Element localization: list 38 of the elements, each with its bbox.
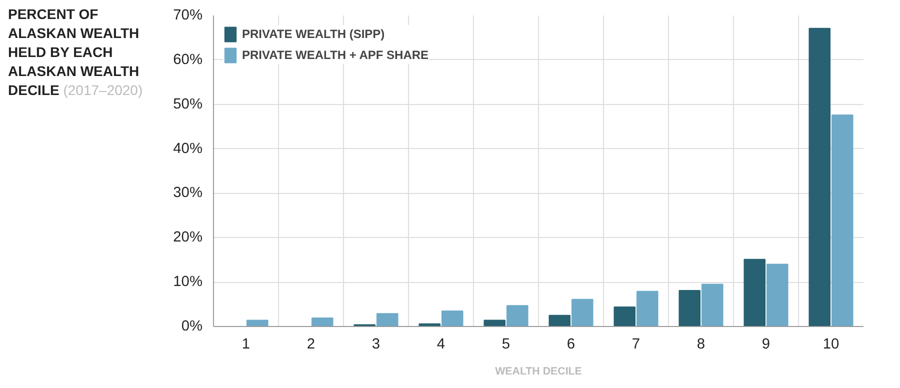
y-tick-label: 60%	[173, 52, 203, 68]
x-tick-label: 7	[632, 336, 640, 352]
text: (2017–2020)	[63, 82, 143, 98]
x-axis-title: WEALTH DECILE	[495, 366, 582, 378]
x-tick-label: 8	[696, 336, 706, 352]
x-tick-label: 4	[436, 336, 446, 352]
bar	[376, 313, 398, 326]
x-tick-label: 1	[242, 336, 250, 352]
x-tick-label: 9	[762, 336, 770, 352]
bar	[246, 320, 268, 326]
y-tick-label: 70%	[173, 8, 203, 24]
x-tick-label: 5	[502, 336, 510, 352]
y-tick-label: 30%	[173, 185, 203, 202]
bar	[506, 305, 528, 326]
y-tick-label: 50%	[173, 96, 203, 112]
bar	[678, 290, 701, 326]
bar	[636, 290, 658, 326]
x-tick-label: 10	[822, 336, 840, 352]
bar	[311, 318, 334, 326]
x-tick-label: 6	[566, 336, 576, 352]
y-tick-label: 0%	[181, 318, 203, 334]
legend-label: PRIVATE WEALTH + APF SHARE	[242, 48, 429, 62]
bar	[808, 28, 831, 326]
y-tick-label: 20%	[173, 230, 203, 246]
bar	[614, 306, 636, 326]
bar	[571, 298, 594, 326]
y-tick-label: 40%	[173, 140, 203, 157]
bar	[701, 284, 724, 326]
bar	[441, 310, 464, 326]
bar	[831, 114, 854, 326]
x-tick-label: 3	[372, 336, 380, 352]
y-tick-label: 10%	[173, 274, 203, 290]
bar	[548, 314, 571, 326]
bar	[484, 320, 506, 326]
legend-label: PRIVATE WEALTH (SIPP)	[242, 27, 385, 41]
bar	[766, 264, 788, 326]
x-tick-label: 2	[306, 336, 316, 352]
bar	[744, 258, 766, 326]
